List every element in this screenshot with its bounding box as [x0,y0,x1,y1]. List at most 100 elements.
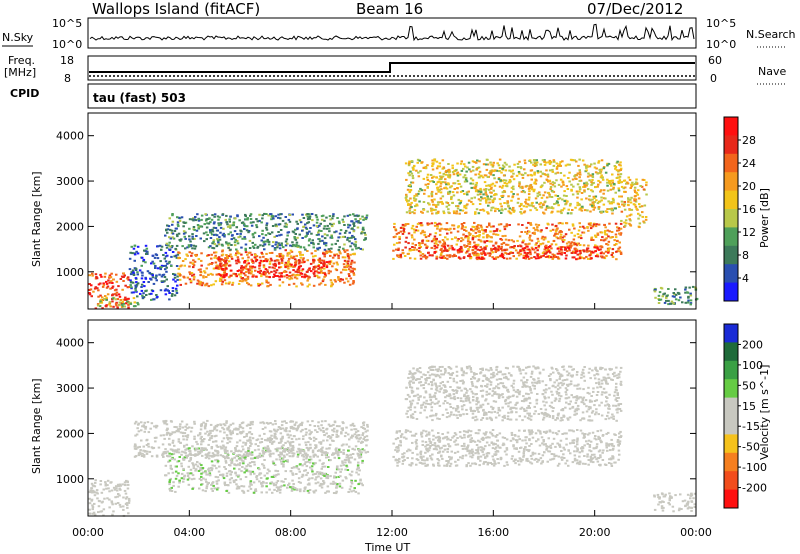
power-cell [589,203,592,206]
power-cell [587,188,590,191]
power-cell [534,246,538,249]
power-cell [308,230,311,233]
velocity-cell [277,454,281,456]
power-cell [490,225,493,228]
power-cell [418,247,421,250]
power-cell [430,192,433,195]
power-cell [445,201,448,204]
power-cell [343,231,347,234]
power-cell [641,211,644,214]
power-cell [426,222,429,225]
power-cell [564,164,568,167]
power-cell [530,204,534,207]
velocity-cell [285,427,288,430]
power-cell [242,272,246,275]
power-cell [343,250,347,253]
nsearch-tick-top: 10^5 [706,17,736,30]
power-cell [104,295,107,297]
power-cell [479,187,482,190]
power-cell [406,200,409,203]
velocity-cell [326,452,329,455]
power-cell [469,177,473,180]
velocity-cell [270,475,274,478]
power-cell [225,254,228,256]
power-cell [295,243,298,246]
power-cell [571,224,575,227]
power-cell [541,203,545,206]
power-cell [521,185,524,188]
velocity-cell [210,435,213,437]
velocity-cell [342,451,345,454]
power-cell [164,234,167,237]
power-cell [508,169,511,172]
velocity-cell [200,423,203,426]
power-cell [531,248,534,251]
velocity-cell [284,428,288,431]
power-cell [645,193,648,196]
power-cell [318,257,322,260]
power-cell [573,234,576,237]
velocity-cell [193,435,196,438]
power-cell [436,227,439,230]
power-cell [503,161,507,164]
power-cell [617,180,620,183]
velocity-cell [250,451,254,454]
power-cell [551,183,555,186]
velocity-cell [318,441,321,444]
power-cell [458,248,462,250]
power-cell [500,171,503,174]
velocity-cell [142,449,145,452]
velocity-cell [248,451,252,454]
power-cell [510,170,513,173]
power-cell [207,273,210,276]
power-cell [334,280,337,283]
power-cell [189,273,192,276]
power-cell [563,252,566,254]
power-cell [213,243,217,246]
power-cell [346,214,350,217]
velocity-cell [288,455,292,458]
power-cell [479,199,482,202]
power-cell [618,241,621,244]
power-cell [413,209,417,212]
power-cell [348,213,352,216]
power-cell [451,255,454,258]
power-cell [331,217,334,220]
nsky-trace [89,23,695,42]
velocity-cell [260,441,264,443]
velocity-cell [356,466,360,469]
velocity-cell [335,425,339,428]
velocity-cell [260,437,264,440]
power-cell [265,252,268,255]
power-cell [599,245,602,248]
velocity-cell [168,479,172,482]
power-cell [491,206,495,209]
power-cell [126,300,129,303]
power-cell [427,202,430,205]
power-cell [326,224,329,227]
power-cell [606,189,610,192]
velocity-cell [314,478,317,481]
velocity-cell [357,448,360,451]
velocity-cell [288,441,291,444]
power-cell [298,251,301,253]
velocity-cell [215,425,219,428]
power-cell [471,165,475,168]
ytick-label: 4000 [56,130,84,143]
power-cell [217,265,220,268]
power-cell [438,171,442,174]
power-cell [359,247,362,250]
power-cell [466,203,469,206]
power-cell [615,250,618,253]
power-cell [293,276,297,279]
power-cell [522,239,525,242]
power-cell [125,302,128,305]
power-cell [494,251,497,253]
velocity-cell [215,444,218,447]
power-cell [578,186,582,189]
power-cell [138,269,142,272]
power-cell [302,217,306,219]
power-cell [610,184,613,187]
power-cell [411,224,415,227]
velocity-cell [95,489,99,492]
